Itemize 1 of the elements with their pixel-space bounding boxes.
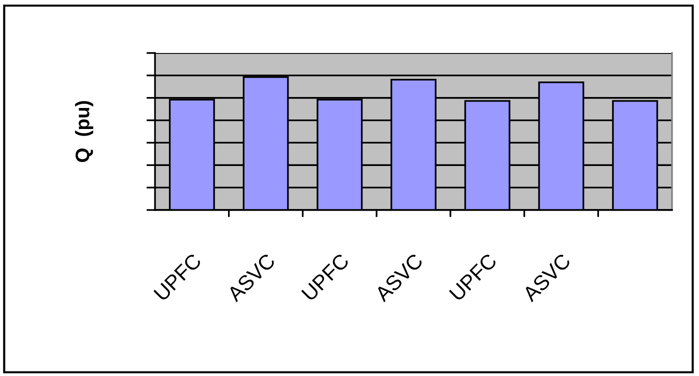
y-axis-title: Q (pu) — [75, 101, 94, 162]
